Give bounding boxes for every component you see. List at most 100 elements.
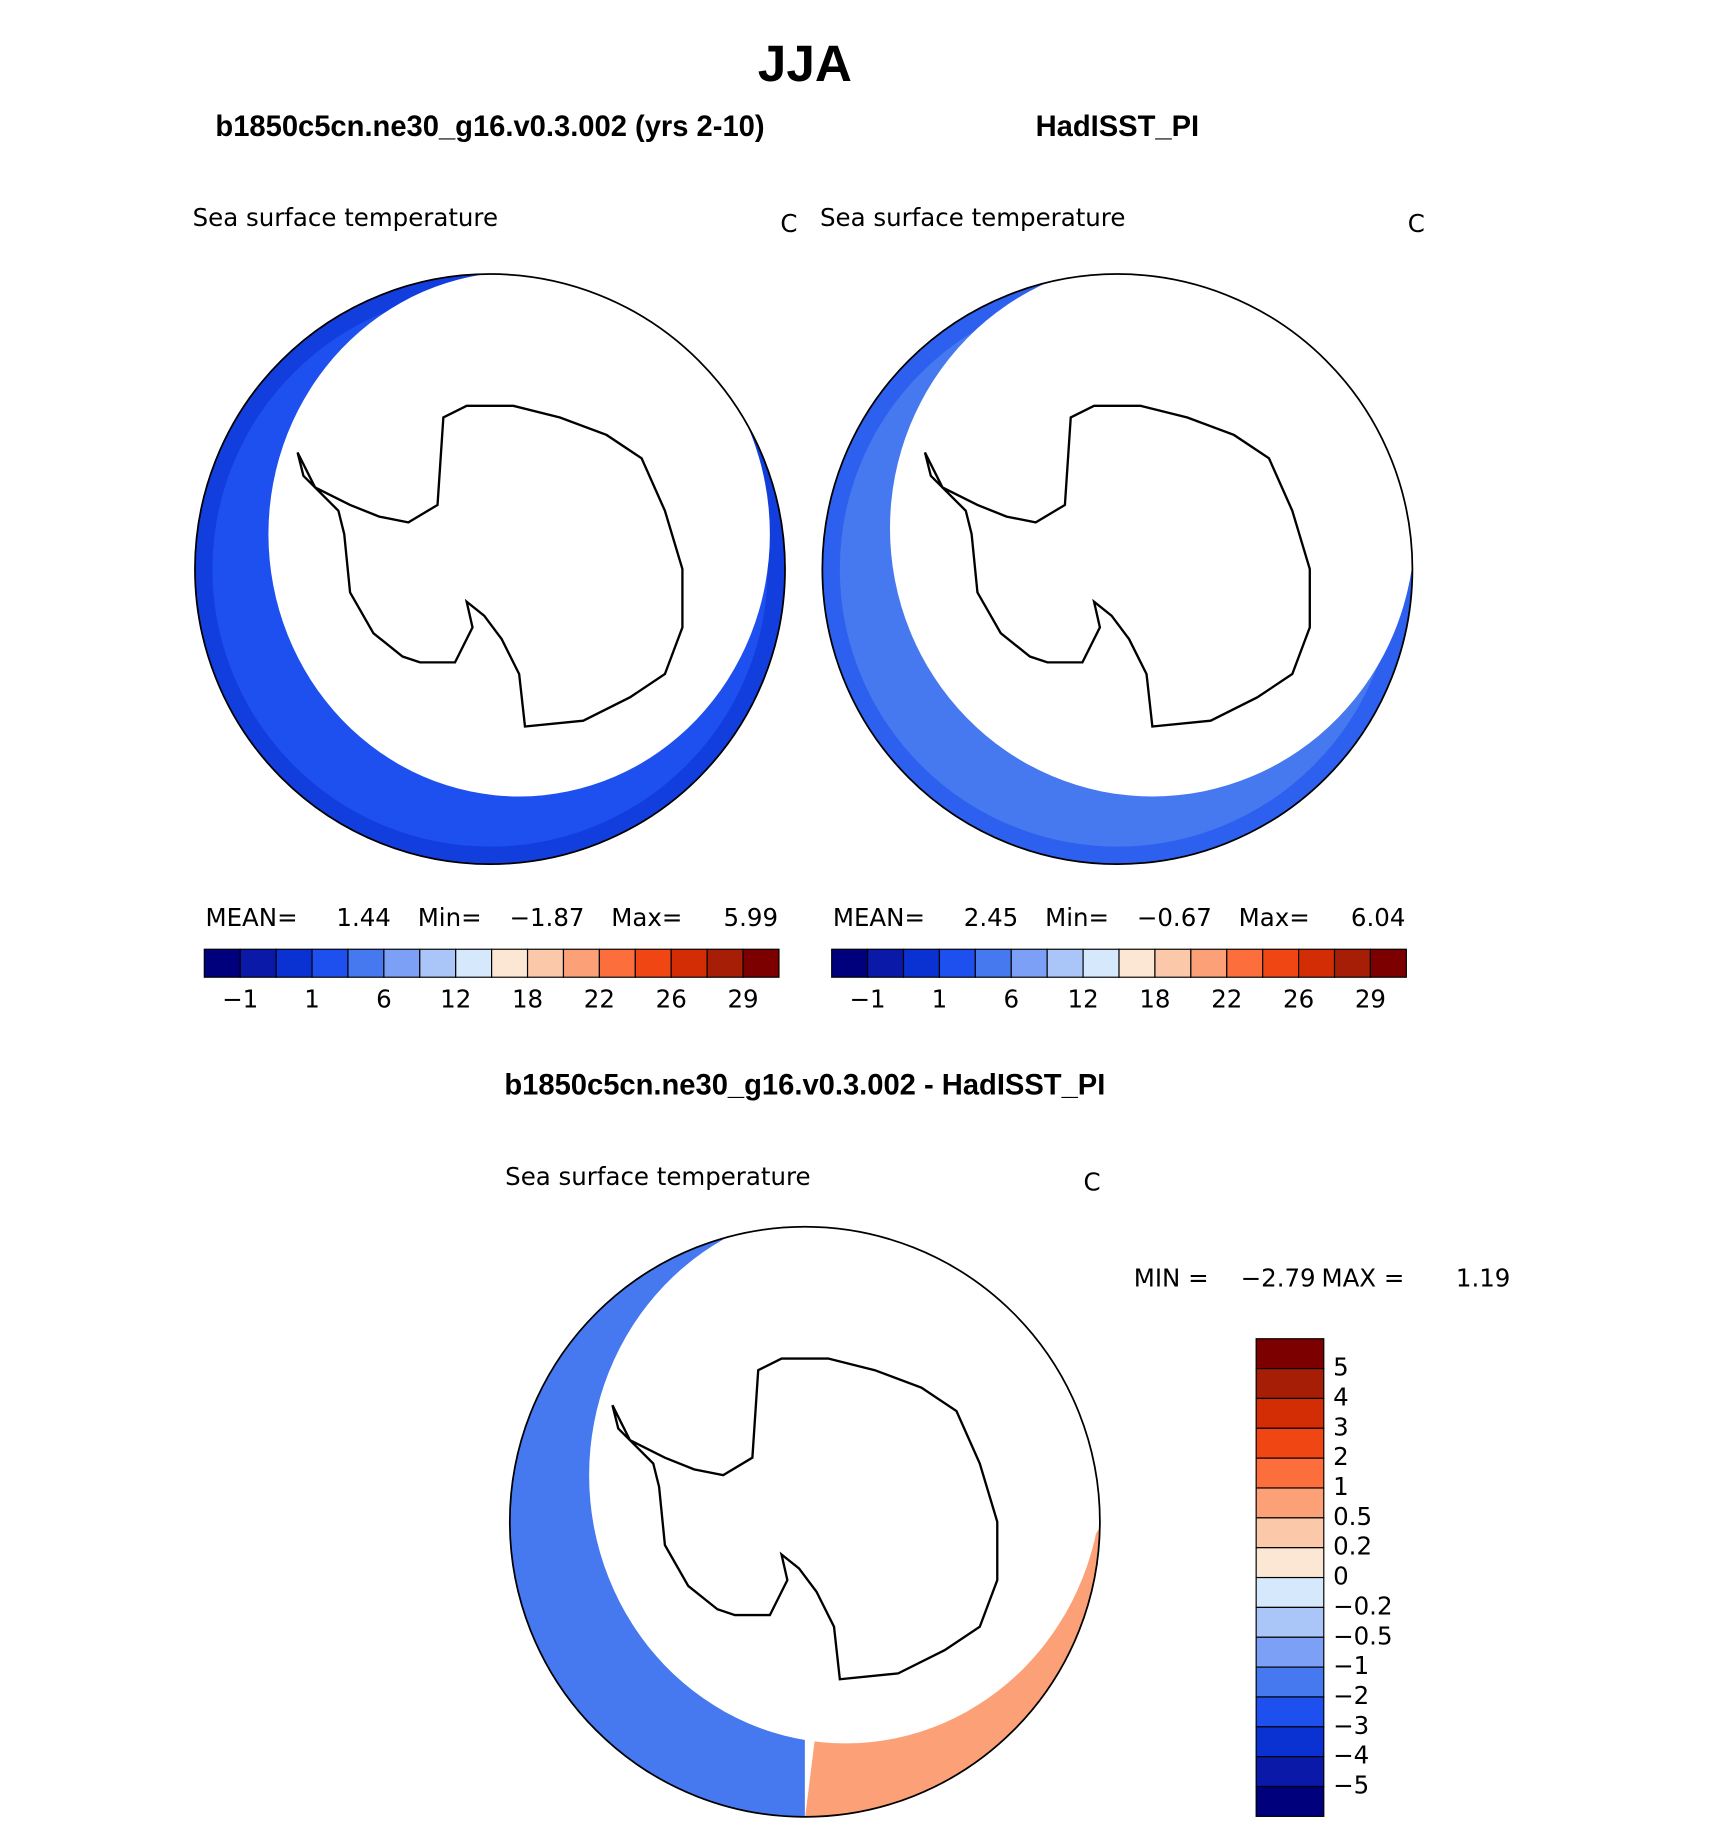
colorbar-box [1255, 1756, 1325, 1788]
colorbar-box [1255, 1547, 1325, 1579]
stat-value: 5.99 [724, 903, 778, 932]
coastline [611, 1357, 999, 1681]
sea-ice [889, 274, 1413, 797]
colorbar-label: 6 [376, 985, 392, 1014]
colorbar-box [1333, 948, 1372, 978]
colorbar-box [1190, 948, 1228, 978]
stat-label: Min= [418, 903, 482, 932]
colorbar-box [419, 948, 457, 978]
colorbar-label: −1 [850, 985, 886, 1014]
stat-label: MIN = [1134, 1263, 1209, 1292]
colorbar-box [670, 948, 708, 978]
stat-value: 1.19 [1456, 1263, 1510, 1292]
colorbar-box [742, 948, 780, 978]
colorbar-box [902, 948, 941, 978]
colorbar-box [831, 948, 869, 978]
colorbar-label: 4 [1333, 1382, 1349, 1411]
colorbar-box [203, 948, 241, 978]
colorbar-label: 22 [584, 985, 615, 1014]
colorbar-label: 3 [1333, 1412, 1349, 1441]
stat-label: MAX = [1321, 1263, 1404, 1292]
stat-value: −0.67 [1137, 903, 1212, 932]
map-outline [508, 1225, 1101, 1818]
map-outline [821, 273, 1414, 865]
stat-value: 1.44 [336, 903, 390, 932]
colorbar-label: 26 [1283, 985, 1314, 1014]
colorbar-box [1255, 1338, 1325, 1370]
colorbar-label: 12 [440, 985, 471, 1014]
colorbar-label: 12 [1068, 985, 1099, 1014]
colorbar-label: −1 [222, 985, 258, 1014]
colorbar-label: 0.2 [1333, 1532, 1372, 1561]
colorbar-box [1255, 1397, 1325, 1429]
colorbar-box [1369, 948, 1407, 978]
colorbar-box [867, 948, 905, 978]
colorbar-box [1255, 1636, 1325, 1668]
colorbar-box [491, 948, 529, 978]
units-label: C [1408, 209, 1425, 238]
stat-value: −1.87 [509, 903, 584, 932]
coastline [923, 404, 1311, 728]
colorbar-box [974, 948, 1012, 978]
colorbar-label: −2 [1333, 1681, 1369, 1710]
stat-label: Min= [1045, 903, 1109, 932]
sea-ice [268, 274, 770, 797]
colorbar-label: −1 [1333, 1651, 1369, 1680]
colorbar-label: −0.5 [1333, 1621, 1392, 1650]
colorbar-box [347, 948, 385, 978]
colorbar-label: 22 [1211, 985, 1242, 1014]
stat-label: MEAN= [205, 903, 297, 932]
colorbar-label: 1 [1333, 1472, 1349, 1501]
colorbar-box [1255, 1666, 1325, 1698]
colorbar-box [1010, 948, 1048, 978]
colorbar-label: −5 [1333, 1771, 1369, 1800]
colorbar-box [1154, 948, 1192, 978]
variable-label: Sea surface temperature [820, 203, 1125, 232]
colorbar-label: 5 [1333, 1353, 1349, 1382]
stat-value: −2.79 [1241, 1263, 1316, 1292]
stat-label: Max= [611, 903, 682, 932]
colorbar-label: 1 [304, 985, 320, 1014]
panel-title: b1850c5cn.ne30_g16.v0.3.002 - HadISST_PI [504, 1070, 1105, 1102]
colorbar-box [383, 948, 421, 978]
colorbar-box [1262, 948, 1300, 978]
colorbar-label: 6 [1003, 985, 1019, 1014]
colorbar-box [311, 948, 349, 978]
map [194, 274, 786, 865]
stat-value: 2.45 [964, 903, 1018, 932]
colorbar-box [275, 948, 313, 978]
colorbar-box [1298, 948, 1336, 978]
colorbar-label: 0.5 [1333, 1502, 1372, 1531]
panel-title: b1850c5cn.ne30_g16.v0.3.002 (yrs 2-10) [215, 111, 764, 143]
stat-label: Max= [1239, 903, 1310, 932]
colorbar-box [1255, 1785, 1325, 1817]
colorbar-box [1255, 1367, 1325, 1400]
colorbar-box [1255, 1517, 1325, 1549]
panel-title: HadISST_PI [1036, 111, 1200, 143]
colorbar-box [1118, 948, 1156, 978]
colorbar-label: 1 [932, 985, 948, 1014]
colorbar-box [1255, 1457, 1325, 1489]
map [509, 1226, 1100, 1817]
colorbar-label: 0 [1333, 1562, 1349, 1591]
colorbar-box [455, 948, 493, 978]
figure-title: JJA [758, 35, 852, 92]
variable-label: Sea surface temperature [193, 203, 498, 232]
colorbar-box [706, 948, 744, 978]
colorbar-box [1255, 1427, 1325, 1459]
colorbar-box [1255, 1487, 1325, 1519]
colorbar-label: 29 [1355, 985, 1386, 1014]
variable-label: Sea surface temperature [505, 1162, 810, 1191]
stat-label: MEAN= [833, 903, 925, 932]
colorbar-box [1255, 1606, 1325, 1638]
colorbar-label: 29 [727, 985, 758, 1014]
colorbar-box [239, 948, 277, 978]
colorbar-box [1255, 1576, 1325, 1608]
colorbar-box [598, 948, 636, 978]
map-outline [194, 273, 786, 865]
colorbar-label: 18 [1139, 985, 1170, 1014]
colorbar-label: −3 [1333, 1711, 1369, 1740]
colorbar-label: 26 [656, 985, 687, 1014]
units-label: C [780, 209, 797, 238]
